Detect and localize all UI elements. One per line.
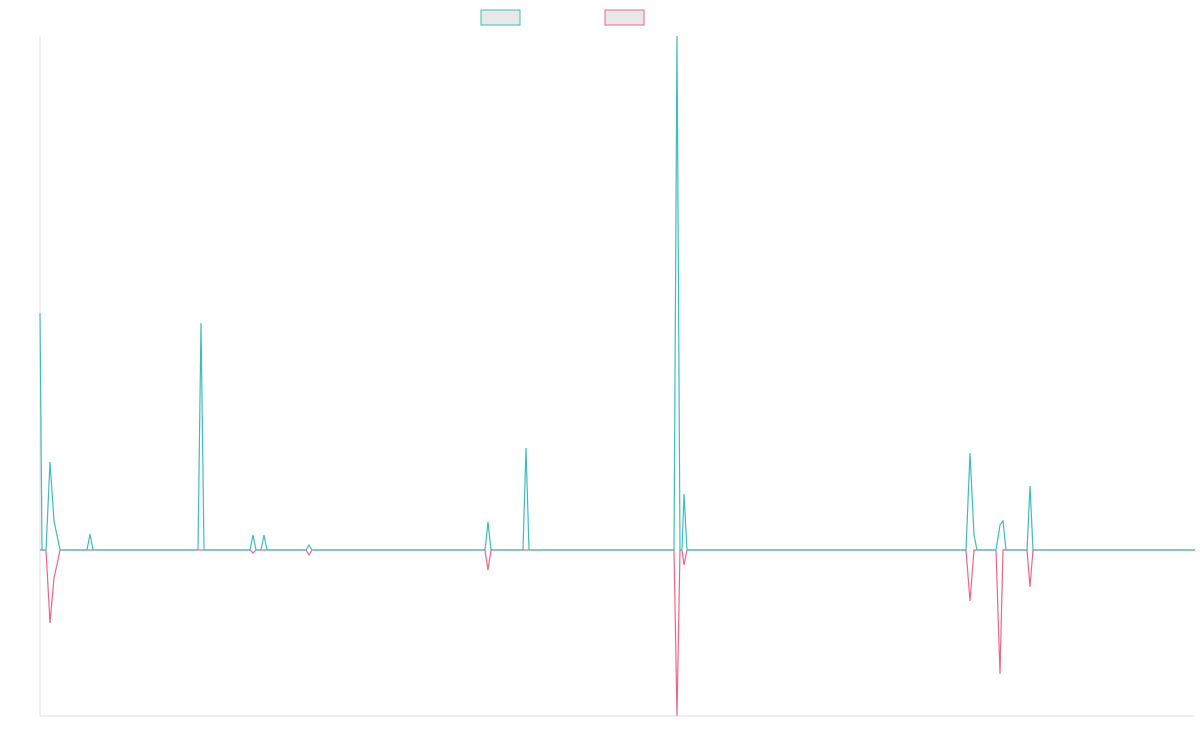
legend-swatch — [480, 9, 521, 26]
series-line — [40, 549, 1195, 717]
series-line — [39, 35, 1195, 551]
legend-swatch — [604, 9, 645, 26]
